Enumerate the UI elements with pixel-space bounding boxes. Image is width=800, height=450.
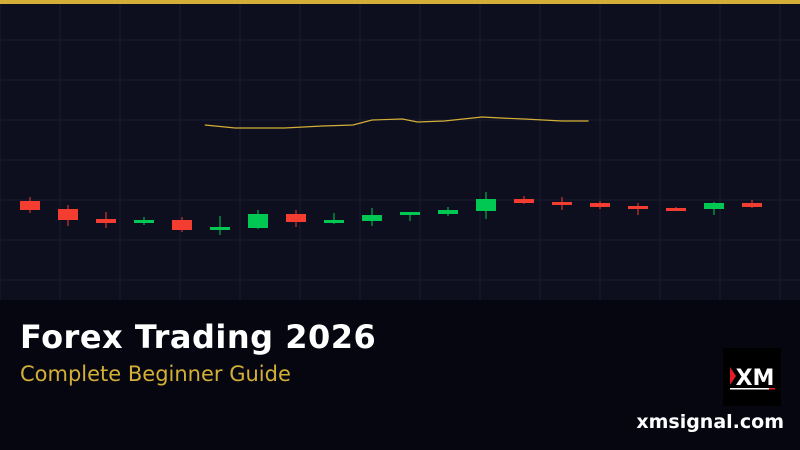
candle-body-bullish [362,215,382,221]
svg-text:XM: XM [736,366,775,391]
candle-body-bullish [134,220,154,223]
candle-body-bullish [704,203,724,209]
candle-body-bullish [248,214,268,228]
candle-body-bullish [324,220,344,223]
xm-logo: XM [723,348,781,406]
candle-body-bullish [400,212,420,215]
candle-body-bearish [20,201,40,210]
candle-body-bearish [666,208,686,211]
candle-body-bearish [514,199,534,203]
candle-body-bearish [58,209,78,220]
candle-body-bullish [438,210,458,214]
candle-body-bearish [590,203,610,207]
candle-body-bullish [476,199,496,211]
candle-body-bearish [742,203,762,207]
moving-average-line [204,116,589,129]
banner-subtitle: Complete Beginner Guide [20,362,291,386]
candle-body-bearish [172,220,192,230]
candle-body-bullish [210,227,230,230]
website-url: xmsignal.com [636,411,784,433]
title-panel [0,300,800,450]
candlestick-chart [0,4,800,300]
candle-body-bearish [96,219,116,223]
top-accent-bar [0,0,800,4]
candle-body-bearish [628,206,648,209]
candle-body-bearish [286,214,306,222]
banner-title: Forex Trading 2026 [20,318,377,356]
candle-body-bearish [552,202,572,205]
